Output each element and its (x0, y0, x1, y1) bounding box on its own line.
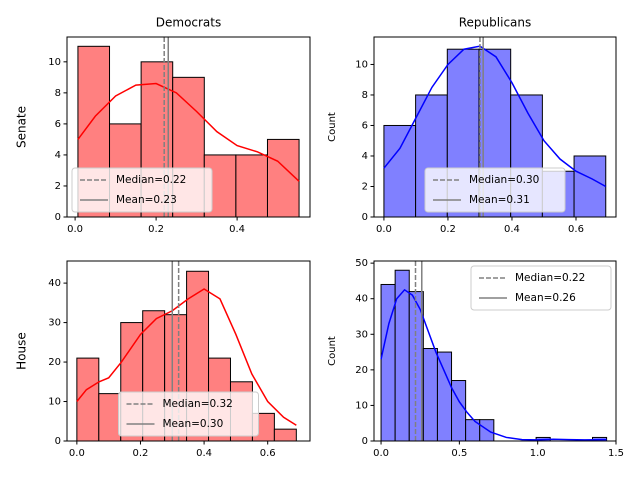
kde-line (383, 45, 607, 188)
panel-title: Democrats (156, 16, 222, 30)
y-tick-label: 0 (55, 212, 61, 223)
legend-label: Median=0.22 (515, 272, 585, 284)
legend-label: Mean=0.30 (163, 418, 224, 430)
legend-box (118, 391, 259, 437)
x-tick-label: 0.6 (568, 224, 584, 235)
y-axis-label: House (15, 332, 29, 370)
x-tick-label: 0.0 (67, 224, 83, 235)
bar (235, 154, 268, 218)
bar (76, 357, 100, 442)
y-axis-label: Count (327, 112, 338, 142)
y-tick-label: 4 (362, 151, 368, 162)
x-tick-label: 0.0 (373, 448, 389, 459)
y-tick-label: 30 (355, 329, 368, 340)
y-tick-label: 0 (55, 436, 61, 447)
legend-label: Mean=0.23 (116, 194, 177, 206)
y-tick-label: 6 (55, 119, 61, 130)
axes-frame (373, 260, 617, 442)
legend-box (424, 167, 566, 213)
y-tick-label: 0 (362, 212, 368, 223)
legend-label: Mean=0.31 (469, 194, 530, 206)
y-tick-label: 10 (48, 57, 61, 68)
y-tick-label: 40 (355, 294, 368, 305)
panel: 0.0 0.2 0.4 0 2 4 6 8 10 Democrats Senate Median=0.… (15, 16, 311, 235)
x-tick-label: 0.6 (260, 448, 276, 459)
bar (422, 348, 438, 442)
panel: 0.0 0.2 0.4 0.6 0 10 20 30 40 House Median=0.32 Mea… (15, 260, 311, 459)
x-tick-label: 0.5 (451, 448, 467, 459)
y-tick-label: 0 (362, 436, 368, 447)
y-tick-label: 40 (48, 278, 61, 289)
axes-frame (373, 36, 617, 218)
bar (273, 428, 297, 442)
y-tick-label: 10 (355, 59, 368, 70)
bar (394, 269, 410, 442)
bar (266, 138, 300, 218)
kde-line (77, 82, 300, 182)
axes-frame (66, 260, 311, 442)
legend-label: Median=0.32 (163, 398, 233, 410)
y-axis-label: Senate (15, 106, 29, 148)
x-tick-label: 0.4 (196, 448, 212, 459)
y-tick-label: 8 (55, 88, 61, 99)
panel-title: Republicans (459, 16, 532, 30)
x-tick-label: 0.4 (504, 224, 520, 235)
y-tick-label: 2 (55, 181, 61, 192)
x-tick-label: 0.4 (229, 224, 245, 235)
x-tick-label: 0.2 (133, 448, 149, 459)
y-tick-label: 6 (362, 120, 368, 131)
kde-line (76, 288, 297, 426)
y-tick-label: 30 (48, 318, 61, 329)
x-tick-label: 1.5 (608, 448, 624, 459)
y-tick-label: 10 (355, 400, 368, 411)
legend-box (470, 265, 612, 311)
y-tick-label: 2 (362, 181, 368, 192)
x-tick-label: 1.0 (530, 448, 546, 459)
legend-label: Mean=0.26 (515, 292, 576, 304)
x-tick-label: 0.2 (148, 224, 164, 235)
axes-frame (66, 36, 311, 218)
legend-box (71, 167, 213, 213)
bar (383, 124, 417, 218)
bar (98, 393, 122, 442)
panel: 0.0 0.5 1.0 1.5 0 10 20 30 40 50 Count Median=0.22 M… (327, 258, 624, 459)
x-tick-label: 0.2 (440, 224, 456, 235)
panel: 0.0 0.2 0.4 0.6 0 2 4 6 8 10 Republicans Count Media… (327, 16, 617, 235)
y-tick-label: 4 (55, 150, 61, 161)
x-tick-label: 0.0 (69, 448, 85, 459)
y-tick-label: 8 (362, 90, 368, 101)
y-tick-label: 20 (48, 357, 61, 368)
kde-line (380, 288, 607, 441)
y-tick-label: 50 (355, 258, 368, 269)
y-tick-label: 20 (355, 365, 368, 376)
x-tick-label: 0.0 (376, 224, 392, 235)
legend-label: Median=0.30 (469, 174, 539, 186)
legend-label: Median=0.22 (116, 174, 186, 186)
y-axis-label: Count (327, 336, 338, 366)
bar (436, 351, 453, 442)
bar (451, 380, 467, 442)
y-tick-label: 10 (48, 397, 61, 408)
bar (573, 155, 607, 218)
